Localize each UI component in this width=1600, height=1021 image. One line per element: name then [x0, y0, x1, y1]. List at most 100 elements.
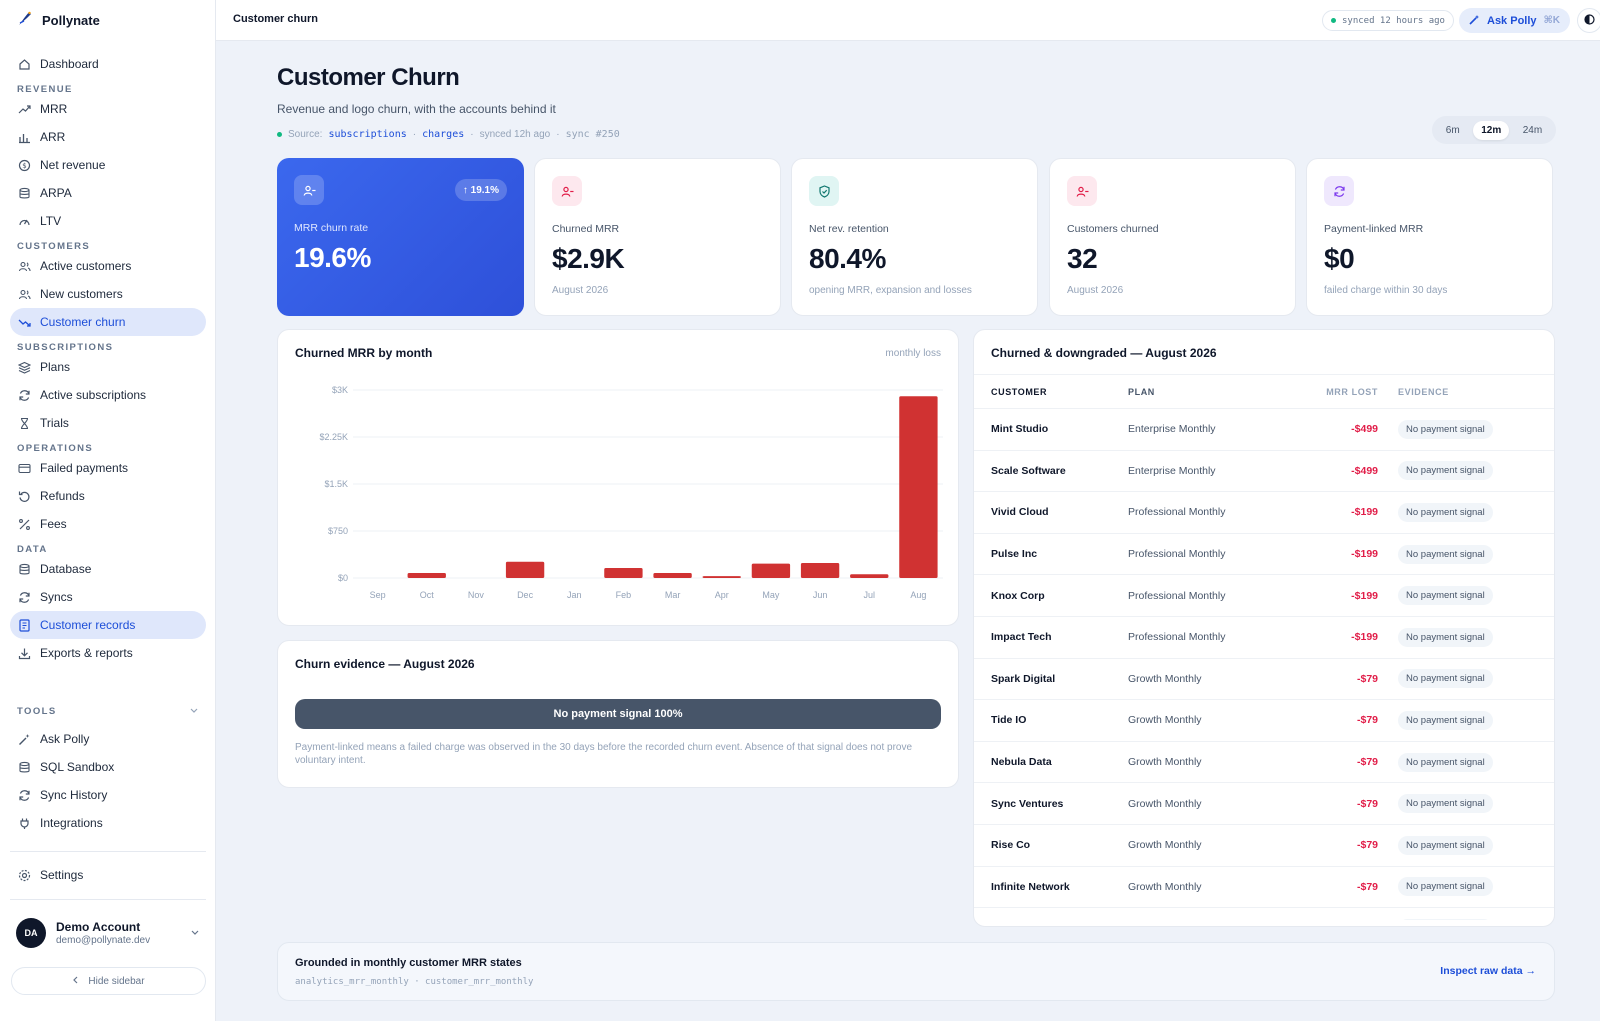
- table-row[interactable]: Sync Ventures Growth Monthly -$79 No paymen…: [974, 783, 1554, 825]
- evidence-badge: No payment signal: [1398, 710, 1493, 730]
- bar-dec[interactable]: [505, 561, 545, 578]
- customer-name[interactable]: Mint Studio: [991, 423, 1049, 436]
- range-option-24m[interactable]: 24m: [1522, 124, 1543, 136]
- bar-jul[interactable]: [850, 574, 889, 578]
- sidebar-item-new-customers[interactable]: New customers: [10, 280, 206, 308]
- customer-name[interactable]: Tide IO: [991, 714, 1027, 727]
- column-header[interactable]: PLAN: [1128, 386, 1155, 397]
- account-menu[interactable]: DA Demo Account demo@pollynate.dev: [16, 918, 200, 948]
- kpi-card-net-rev-retention[interactable]: Net rev. retention 80.4% opening MRR, expa…: [791, 158, 1038, 316]
- sidebar-item-refunds[interactable]: Refunds: [10, 482, 206, 510]
- evidence-badge: No payment signal: [1398, 419, 1493, 439]
- sidebar-item-database[interactable]: Database: [10, 555, 206, 583]
- inspect-raw-data-link[interactable]: Inspect raw data →: [1440, 965, 1536, 977]
- sidebar-item-active-customers[interactable]: Active customers: [10, 252, 206, 280]
- synced-text: synced 12h ago: [479, 129, 551, 140]
- table-row[interactable]: Pulse Inc Professional Monthly -$199 No pay…: [974, 534, 1554, 576]
- bar-jun[interactable]: [800, 562, 840, 578]
- sidebar-item-ask-polly[interactable]: Ask Polly: [10, 725, 206, 753]
- table-row[interactable]: Tide IO Growth Monthly -$79 No payment sign…: [974, 700, 1554, 742]
- sync-status-badge[interactable]: synced 12 hours ago: [1322, 10, 1454, 31]
- customer-name[interactable]: Knox Corp: [991, 589, 1045, 602]
- sidebar-item-customer-records[interactable]: Customer records: [10, 611, 206, 639]
- range-option-6m[interactable]: 6m: [1445, 124, 1460, 136]
- table-row[interactable]: Impact Tech Professional Monthly -$199 No p…: [974, 617, 1554, 659]
- sidebar-item-settings[interactable]: Settings: [10, 861, 206, 889]
- bar-oct[interactable]: [407, 572, 446, 578]
- sidebar-item-active-subscriptions[interactable]: Active subscriptions: [10, 381, 206, 409]
- tools-section-header[interactable]: TOOLS: [17, 705, 199, 718]
- column-header[interactable]: CUSTOMER: [991, 386, 1048, 397]
- customer-name[interactable]: Scale Software: [991, 464, 1066, 477]
- customer-name[interactable]: Infinite Network: [991, 880, 1070, 893]
- table-row[interactable]: Vivid Cloud Professional Monthly -$199 No p…: [974, 492, 1554, 534]
- sidebar-item-net-revenue[interactable]: $ Net revenue: [10, 151, 206, 179]
- sidebar-item-fees[interactable]: Fees: [10, 510, 206, 538]
- bar-mar[interactable]: [653, 572, 692, 578]
- sidebar-item-customer-churn[interactable]: Customer churn: [10, 308, 206, 336]
- shield-icon: [809, 176, 839, 206]
- table-row[interactable]: Scale Software Enterprise Monthly -$499 No …: [974, 451, 1554, 493]
- sidebar-item-arr[interactable]: ARR: [10, 123, 206, 151]
- evidence-badge: No payment signal: [1398, 544, 1493, 564]
- sidebar-item-ltv[interactable]: LTV: [10, 207, 206, 235]
- sidebar-item-label: Active subscriptions: [40, 388, 147, 402]
- sidebar-item-integrations[interactable]: Integrations: [10, 809, 206, 837]
- customer-name[interactable]: Pulse Inc: [991, 548, 1038, 561]
- range-option-12m[interactable]: 12m: [1473, 120, 1510, 140]
- kpi-card-customers-churned[interactable]: Customers churned 32 August 2026: [1049, 158, 1296, 316]
- customer-name[interactable]: Spark Digital: [991, 672, 1056, 685]
- customer-name[interactable]: Impact Tech: [991, 631, 1052, 644]
- churned-accounts-table[interactable]: CUSTOMER PLAN MRR LOST EVIDENCE Mint Stu…: [974, 374, 1554, 920]
- sidebar-item-arpa[interactable]: ARPA: [10, 179, 206, 207]
- table-row[interactable]: Infinite Network Growth Monthly -$79 No pay…: [974, 867, 1554, 909]
- sidebar-item-failed-payments[interactable]: Failed payments: [10, 454, 206, 482]
- plan-name: Growth Monthly: [1128, 714, 1202, 727]
- table-row[interactable]: Knox Corp Professional Monthly -$199 No pay…: [974, 575, 1554, 617]
- brand[interactable]: Pollynate: [16, 9, 100, 32]
- table-row[interactable]: Nebula Data Growth Monthly -$79 No payment …: [974, 742, 1554, 784]
- customer-name[interactable]: Sync Ventures: [991, 797, 1064, 810]
- y-tick-label: $1.5K: [324, 479, 348, 489]
- bar-apr[interactable]: [702, 576, 741, 578]
- ask-polly-button[interactable]: Ask Polly ⌘K: [1459, 8, 1571, 33]
- bar-may[interactable]: [751, 563, 791, 578]
- account-email: demo@pollynate.dev: [56, 935, 151, 946]
- bar-feb[interactable]: [604, 567, 643, 578]
- plan-name: Growth Monthly: [1128, 880, 1202, 893]
- sidebar-item-exports-and-reports[interactable]: Exports & reports: [10, 639, 206, 667]
- bar-aug[interactable]: [899, 396, 938, 578]
- sidebar-item-dashboard[interactable]: Dashboard: [10, 50, 206, 78]
- sidebar-item-sql-sandbox[interactable]: SQL Sandbox: [10, 753, 206, 781]
- table-row[interactable]: Rise Co Growth Monthly -$79 No payment sign…: [974, 825, 1554, 867]
- kpi-card-payment-linked-mrr[interactable]: Payment-linked MRR $0 failed charge within…: [1306, 158, 1553, 316]
- table-row[interactable]: Mint Studio Enterprise Monthly -$499 No pay…: [974, 409, 1554, 451]
- source-link-charges[interactable]: charges: [422, 129, 465, 140]
- column-header[interactable]: EVIDENCE: [1398, 386, 1449, 397]
- sidebar-item-syncs[interactable]: Syncs: [10, 583, 206, 611]
- page-subtitle: Revenue and logo churn, with the account…: [277, 102, 556, 116]
- kpi-card-churned-mrr[interactable]: Churned MRR $2.9K August 2026: [534, 158, 781, 316]
- column-header[interactable]: MRR LOST: [1326, 386, 1378, 397]
- customer-name[interactable]: Nebula Data: [991, 756, 1052, 769]
- sidebar-item-trials[interactable]: Trials: [10, 409, 206, 437]
- x-tick-label: May: [762, 590, 780, 600]
- mrr-lost: -$499: [1351, 423, 1378, 436]
- kpi-card-mrr-churn-rate[interactable]: ↑ 19.1% MRR churn rate 19.6%: [277, 158, 524, 316]
- sidebar-item-sync-history[interactable]: Sync History: [10, 781, 206, 809]
- dollar-circle-icon: $: [18, 159, 31, 172]
- source-link-subscriptions[interactable]: subscriptions: [328, 129, 407, 140]
- evidence-breakdown-bar[interactable]: No payment signal 100%: [295, 699, 941, 729]
- sidebar-item-label: LTV: [40, 214, 62, 228]
- sync-status-text: synced 12 hours ago: [1342, 15, 1445, 26]
- customer-name[interactable]: Vivid Cloud: [991, 506, 1049, 519]
- hide-sidebar-button[interactable]: Hide sidebar: [11, 967, 206, 995]
- wand-icon: [18, 733, 31, 746]
- sidebar-item-plans[interactable]: Plans: [10, 353, 206, 381]
- customer-name[interactable]: Rise Co: [991, 839, 1031, 852]
- table-row[interactable]: Spark Digital Growth Monthly -$79 No paymen…: [974, 659, 1554, 701]
- theme-toggle-button[interactable]: [1577, 8, 1600, 33]
- x-tick-label: Mar: [665, 590, 681, 600]
- sidebar-item-mrr[interactable]: MRR: [10, 95, 206, 123]
